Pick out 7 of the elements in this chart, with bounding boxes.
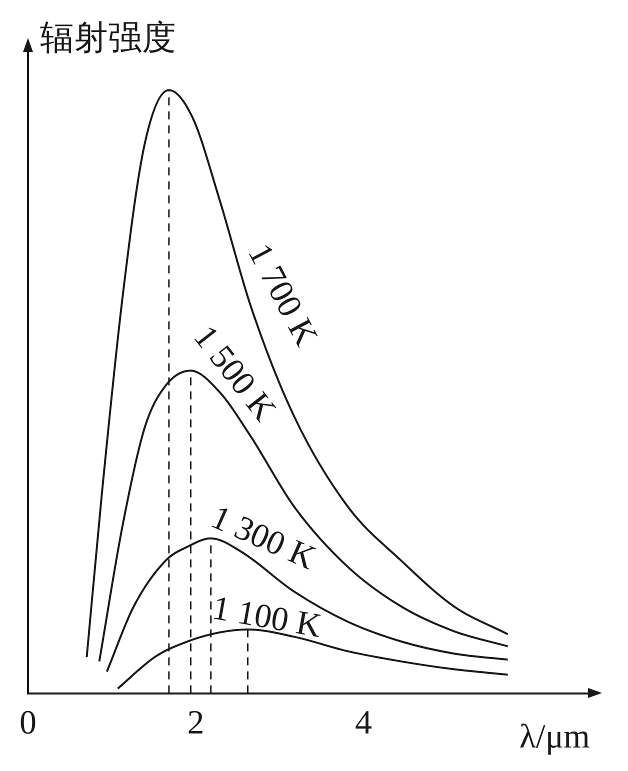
- text: 1 100 K: [210, 590, 324, 646]
- x-axis-title: λ/μm: [519, 718, 590, 756]
- x-tick-label: 0: [20, 704, 36, 742]
- x-tick-label: 4: [355, 704, 372, 742]
- x-tick-label: 2: [187, 704, 204, 742]
- y-axis-title: 辐射强度: [40, 20, 176, 57]
- text: 1 300 K: [206, 498, 322, 578]
